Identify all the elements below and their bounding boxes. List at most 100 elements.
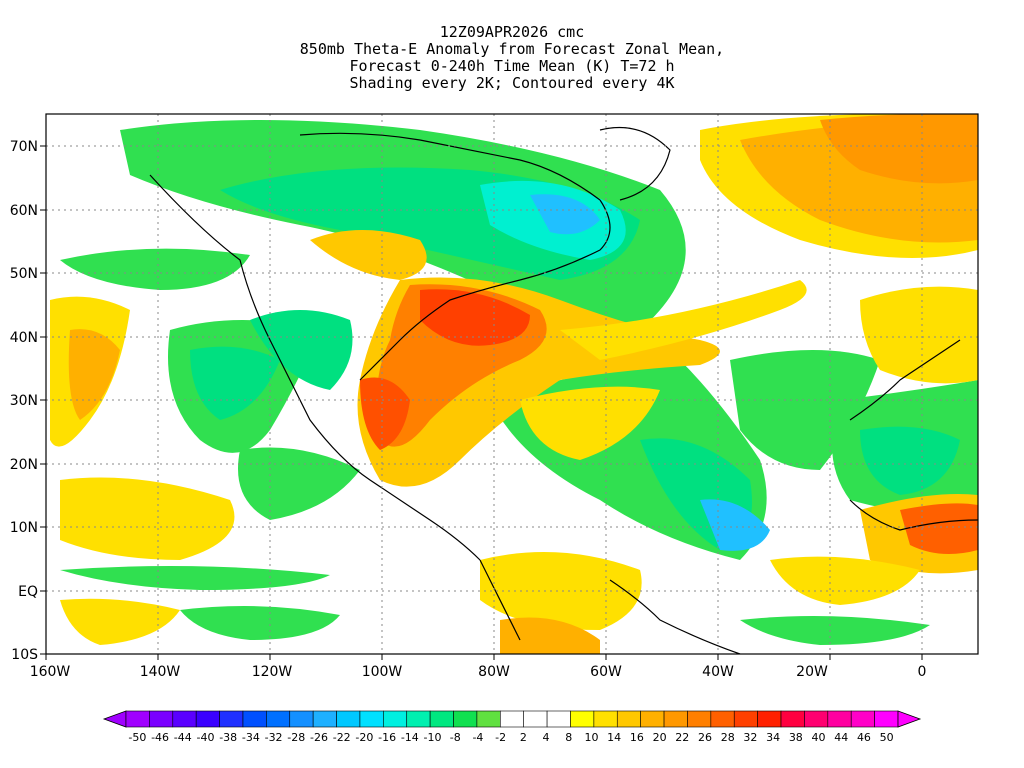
colorbar-tick-label: 32 — [743, 731, 757, 744]
lat-label: 10S — [11, 647, 38, 663]
colorbar-tick-label: -46 — [151, 731, 169, 744]
colorbar-tick-label: 44 — [834, 731, 848, 744]
lat-label: 70N — [10, 139, 38, 155]
colorbar-swatch — [616, 710, 641, 728]
colorbar-tick-label: -32 — [265, 731, 283, 744]
lat-label: 30N — [10, 393, 38, 409]
graticule — [46, 114, 978, 654]
colorbar-tick-label: -38 — [219, 731, 237, 744]
map-frame — [45, 113, 979, 655]
colorbar-tick-label: -20 — [355, 731, 373, 744]
colorbar-tick-label: -22 — [333, 731, 351, 744]
title-line-2: 850mb Theta-E Anomaly from Forecast Zona… — [299, 40, 725, 58]
lon-label: 140W — [140, 664, 181, 680]
colorbar-swatch — [593, 710, 618, 728]
colorbar-tick-label: -10 — [424, 731, 442, 744]
colorbar-tick-label: 46 — [857, 731, 871, 744]
colorbar-swatch — [125, 710, 150, 728]
colorbar-tick-label: 28 — [721, 731, 735, 744]
colorbar-tick-label: -40 — [196, 731, 214, 744]
lat-label: 50N — [10, 266, 38, 282]
latitude-axis: 70N 60N 50N 40N 30N 20N 10N EQ 10S — [10, 139, 46, 663]
colorbar-tick-label: -4 — [472, 731, 483, 744]
colorbar-tick-label: -28 — [287, 731, 305, 744]
colorbar-swatch — [242, 710, 267, 728]
lon-label: 0 — [918, 664, 927, 680]
lat-label: 60N — [10, 203, 38, 219]
colorbar-swatch — [453, 710, 478, 728]
title-line-1: 12Z09APR2026 cmc — [439, 23, 585, 41]
lat-label: 10N — [10, 520, 38, 536]
lon-label: 100W — [362, 664, 403, 680]
colorbar-tick-label: 40 — [812, 731, 826, 744]
negative-anomaly-shading — [60, 120, 978, 645]
colorbar-tick-label: 22 — [675, 731, 689, 744]
colorbar-swatch — [523, 710, 548, 728]
positive-anomaly-shading — [50, 114, 978, 654]
colorbar-tick-label: 8 — [565, 731, 572, 744]
colorbar-arrow-high — [897, 710, 922, 728]
colorbar-tick-label: 14 — [607, 731, 621, 744]
lat-label: EQ — [18, 584, 38, 600]
colorbar-swatch — [406, 710, 431, 728]
colorbar-swatch — [312, 710, 337, 728]
colorbar-swatch — [663, 710, 688, 728]
colorbar-tick-label: -34 — [242, 731, 260, 744]
colorbar-tick-label: -44 — [174, 731, 192, 744]
colorbar-tick-label: -16 — [378, 731, 396, 744]
colorbar-tick-label: 4 — [543, 731, 550, 744]
colorbar-swatch — [359, 710, 384, 728]
colorbar-swatch — [195, 710, 220, 728]
longitude-axis: 160W 140W 120W 100W 80W 60W 40W 20W 0 — [30, 654, 927, 680]
colorbar-swatch — [733, 710, 758, 728]
colorbar-tick-label: 16 — [630, 731, 644, 744]
colorbar-swatch — [780, 710, 805, 728]
colorbar-swatch — [687, 710, 712, 728]
colorbar-swatch — [804, 710, 829, 728]
lon-label: 160W — [30, 664, 71, 680]
colorbar-tick-label: -2 — [495, 731, 506, 744]
colorbar-swatch — [710, 710, 735, 728]
colorbar-swatch — [383, 710, 408, 728]
colorbar-swatch — [640, 710, 665, 728]
title-line-4: Shading every 2K; Contoured every 4K — [349, 74, 675, 92]
colorbar-swatch — [757, 710, 782, 728]
colorbar-tick-label: 38 — [789, 731, 803, 744]
colorbar-swatch — [546, 710, 571, 728]
colorbar-swatch — [336, 710, 361, 728]
colorbar-swatch — [874, 710, 899, 728]
lon-label: 20W — [796, 664, 828, 680]
lon-label: 120W — [252, 664, 293, 680]
title-block: 12Z09APR2026 cmc 850mb Theta-E Anomaly f… — [0, 24, 1024, 92]
colorbar-tick-label: 50 — [880, 731, 894, 744]
colorbar-swatch — [476, 710, 501, 728]
colorbar-tick-label: 2 — [520, 731, 527, 744]
lon-label: 80W — [478, 664, 510, 680]
colorbar-tick-label: 10 — [584, 731, 598, 744]
colorbar-swatch — [149, 710, 174, 728]
colorbar-tick-label: -50 — [128, 731, 146, 744]
coastline-contours — [149, 126, 978, 654]
colorbar-swatch — [172, 710, 197, 728]
title-line-3: Forecast 0-240h Time Mean (K) T=72 h — [349, 57, 675, 75]
lon-label: 40W — [702, 664, 734, 680]
colorbar-swatch — [499, 710, 524, 728]
map-plot-area — [46, 114, 978, 654]
lon-label: 60W — [590, 664, 622, 680]
colorbar-swatch — [850, 710, 875, 728]
lat-label: 40N — [10, 330, 38, 346]
colorbar-swatch — [570, 710, 595, 728]
colorbar-swatch — [827, 710, 852, 728]
colorbar-tick-label: 34 — [766, 731, 780, 744]
colorbar-tick-label: -14 — [401, 731, 419, 744]
colorbar-swatch — [289, 710, 314, 728]
colorbar-swatch — [219, 710, 244, 728]
lat-label: 20N — [10, 457, 38, 473]
colorbar: -50 -46 -44 -40 -38 -34 -32 -28 -26 -22 -20 -16 -14-… — [102, 710, 922, 744]
colorbar-tick-label: -8 — [450, 731, 461, 744]
colorbar-tick-label: -26 — [310, 731, 328, 744]
colorbar-tick-label: 26 — [698, 731, 712, 744]
colorbar-swatch — [429, 710, 454, 728]
colorbar-tick-label: 20 — [653, 731, 667, 744]
